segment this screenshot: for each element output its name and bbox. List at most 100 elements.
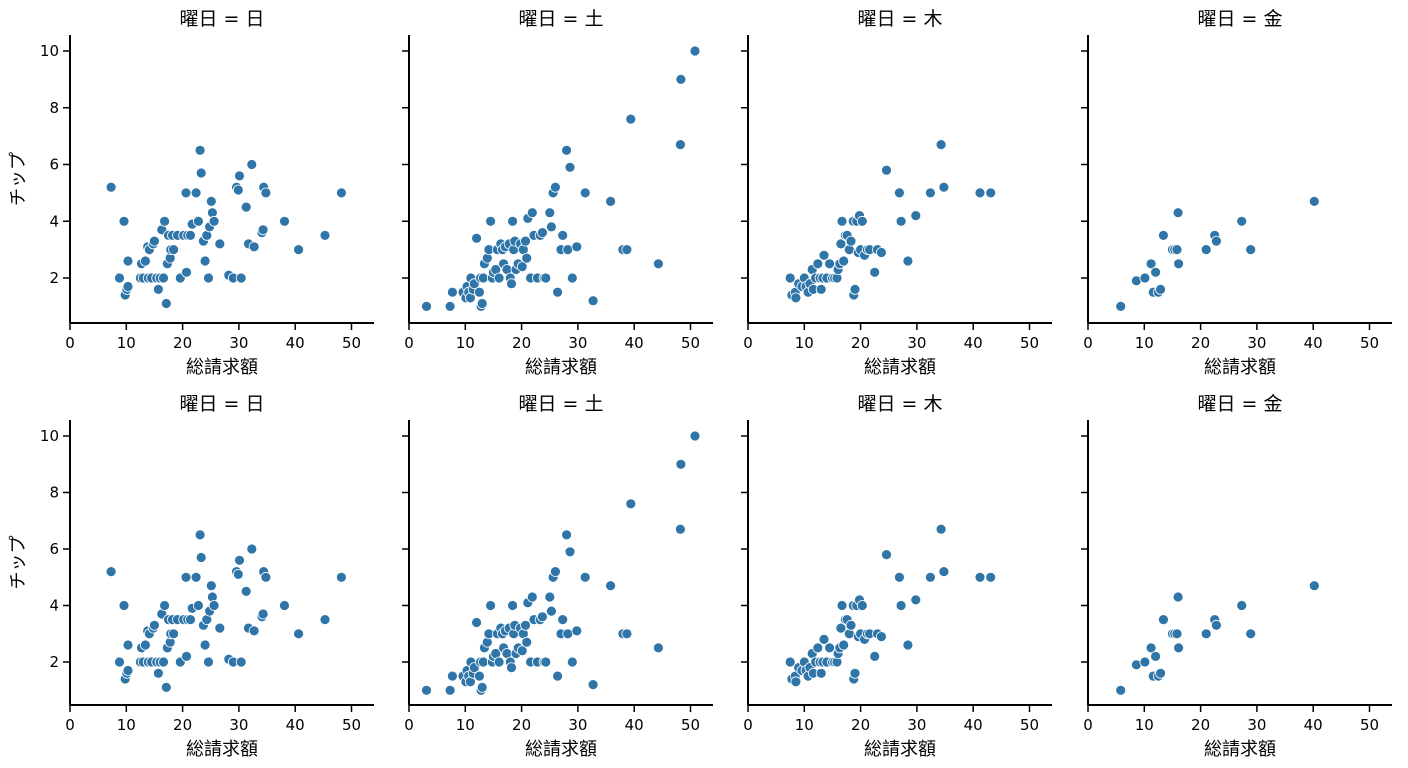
data-point [152,283,164,295]
x-tick-label: 10 [117,334,136,352]
data-point [845,235,857,247]
data-point [985,187,997,199]
data-point [516,645,528,657]
data-point [114,656,125,668]
panel-r1-c1: 曜日 = 日 0 10 20 30 40 50 総請求額 2 4 6 8 10 チップ [8,8,375,378]
data-point [935,523,947,535]
x-tick-label: 50 [681,334,700,352]
x-tick-label: 0 [65,334,75,352]
x-tick-label: 30 [568,716,587,734]
data-point [910,594,922,606]
data-point [181,266,192,278]
data-point [159,600,171,611]
x-tick-label: 0 [1083,334,1093,352]
data-point [1171,244,1183,256]
data-point [902,639,914,651]
data-point [248,241,260,253]
x-axis-title: 総請求額 [864,739,936,760]
data-point [818,249,830,261]
data-point [562,244,574,256]
x-tick-label: 50 [342,334,361,352]
data-point [876,247,887,258]
data-point [240,201,252,213]
data-point [625,498,637,510]
data-point [180,187,192,199]
x-tick-label: 40 [964,716,983,734]
x-tick-label: 0 [743,334,753,352]
data-point [203,656,214,668]
data-point [1236,215,1248,227]
x-tick-label: 10 [456,716,475,734]
data-point [507,600,518,611]
data-point [566,656,578,668]
x-tick-label: 30 [229,334,248,352]
data-point [1211,235,1222,247]
data-point [784,656,796,668]
data-point [506,662,517,673]
x-tick-label: 20 [1191,334,1210,352]
data-point [894,571,905,583]
data-point [1172,207,1184,219]
data-point [579,187,591,199]
x-tick-label: 10 [456,334,475,352]
data-point [493,272,505,284]
panel-title: 曜日 = 日 [180,393,265,415]
data-point [910,210,922,222]
data-point [160,298,172,309]
data-point [621,244,633,256]
data-point [849,667,861,679]
data-point [195,167,207,179]
y-tick-label: 2 [49,269,59,287]
data-point [566,272,578,284]
data-point [1155,667,1166,679]
x-tick-label: 20 [851,334,870,352]
x-tick-label: 20 [173,716,192,734]
panel-title: 曜日 = 金 [1198,393,1283,415]
data-point [159,215,171,227]
data-point [148,619,160,631]
data-point [234,170,245,182]
data-point [856,600,868,611]
y-tick-label: 10 [40,42,59,60]
data-point [139,639,151,651]
data-point [621,628,633,640]
data-point [557,614,569,625]
data-point [485,215,497,227]
data-point [1150,266,1161,278]
x-tick-label: 10 [795,716,814,734]
data-point [845,619,857,631]
data-point [335,571,347,583]
data-point [235,272,247,284]
x-tick-label: 50 [1360,716,1379,734]
data-point [260,571,272,583]
data-point [1211,619,1222,631]
data-point [279,215,290,227]
data-point [675,139,686,151]
data-point [894,187,905,199]
y-tick-label: 8 [49,99,59,117]
data-point [214,622,226,634]
data-point [194,144,206,156]
data-point [881,549,892,560]
data-point [935,139,947,151]
data-point [473,286,485,298]
data-point [675,458,687,470]
x-tick-label: 40 [625,334,644,352]
data-point [836,215,848,227]
data-point [571,241,583,253]
data-point [561,144,572,156]
data-point [476,682,488,693]
data-point [876,631,887,642]
x-tick-label: 10 [1135,334,1154,352]
x-tick-label: 20 [512,334,531,352]
data-point [473,670,485,682]
data-point [122,255,134,267]
data-point [471,232,483,244]
data-point [190,571,202,583]
panel-title: 曜日 = 金 [1198,8,1283,30]
data-point [784,272,796,284]
data-point [444,684,456,696]
x-tick-label: 30 [907,334,926,352]
data-point [562,628,574,640]
data-point [564,161,576,173]
